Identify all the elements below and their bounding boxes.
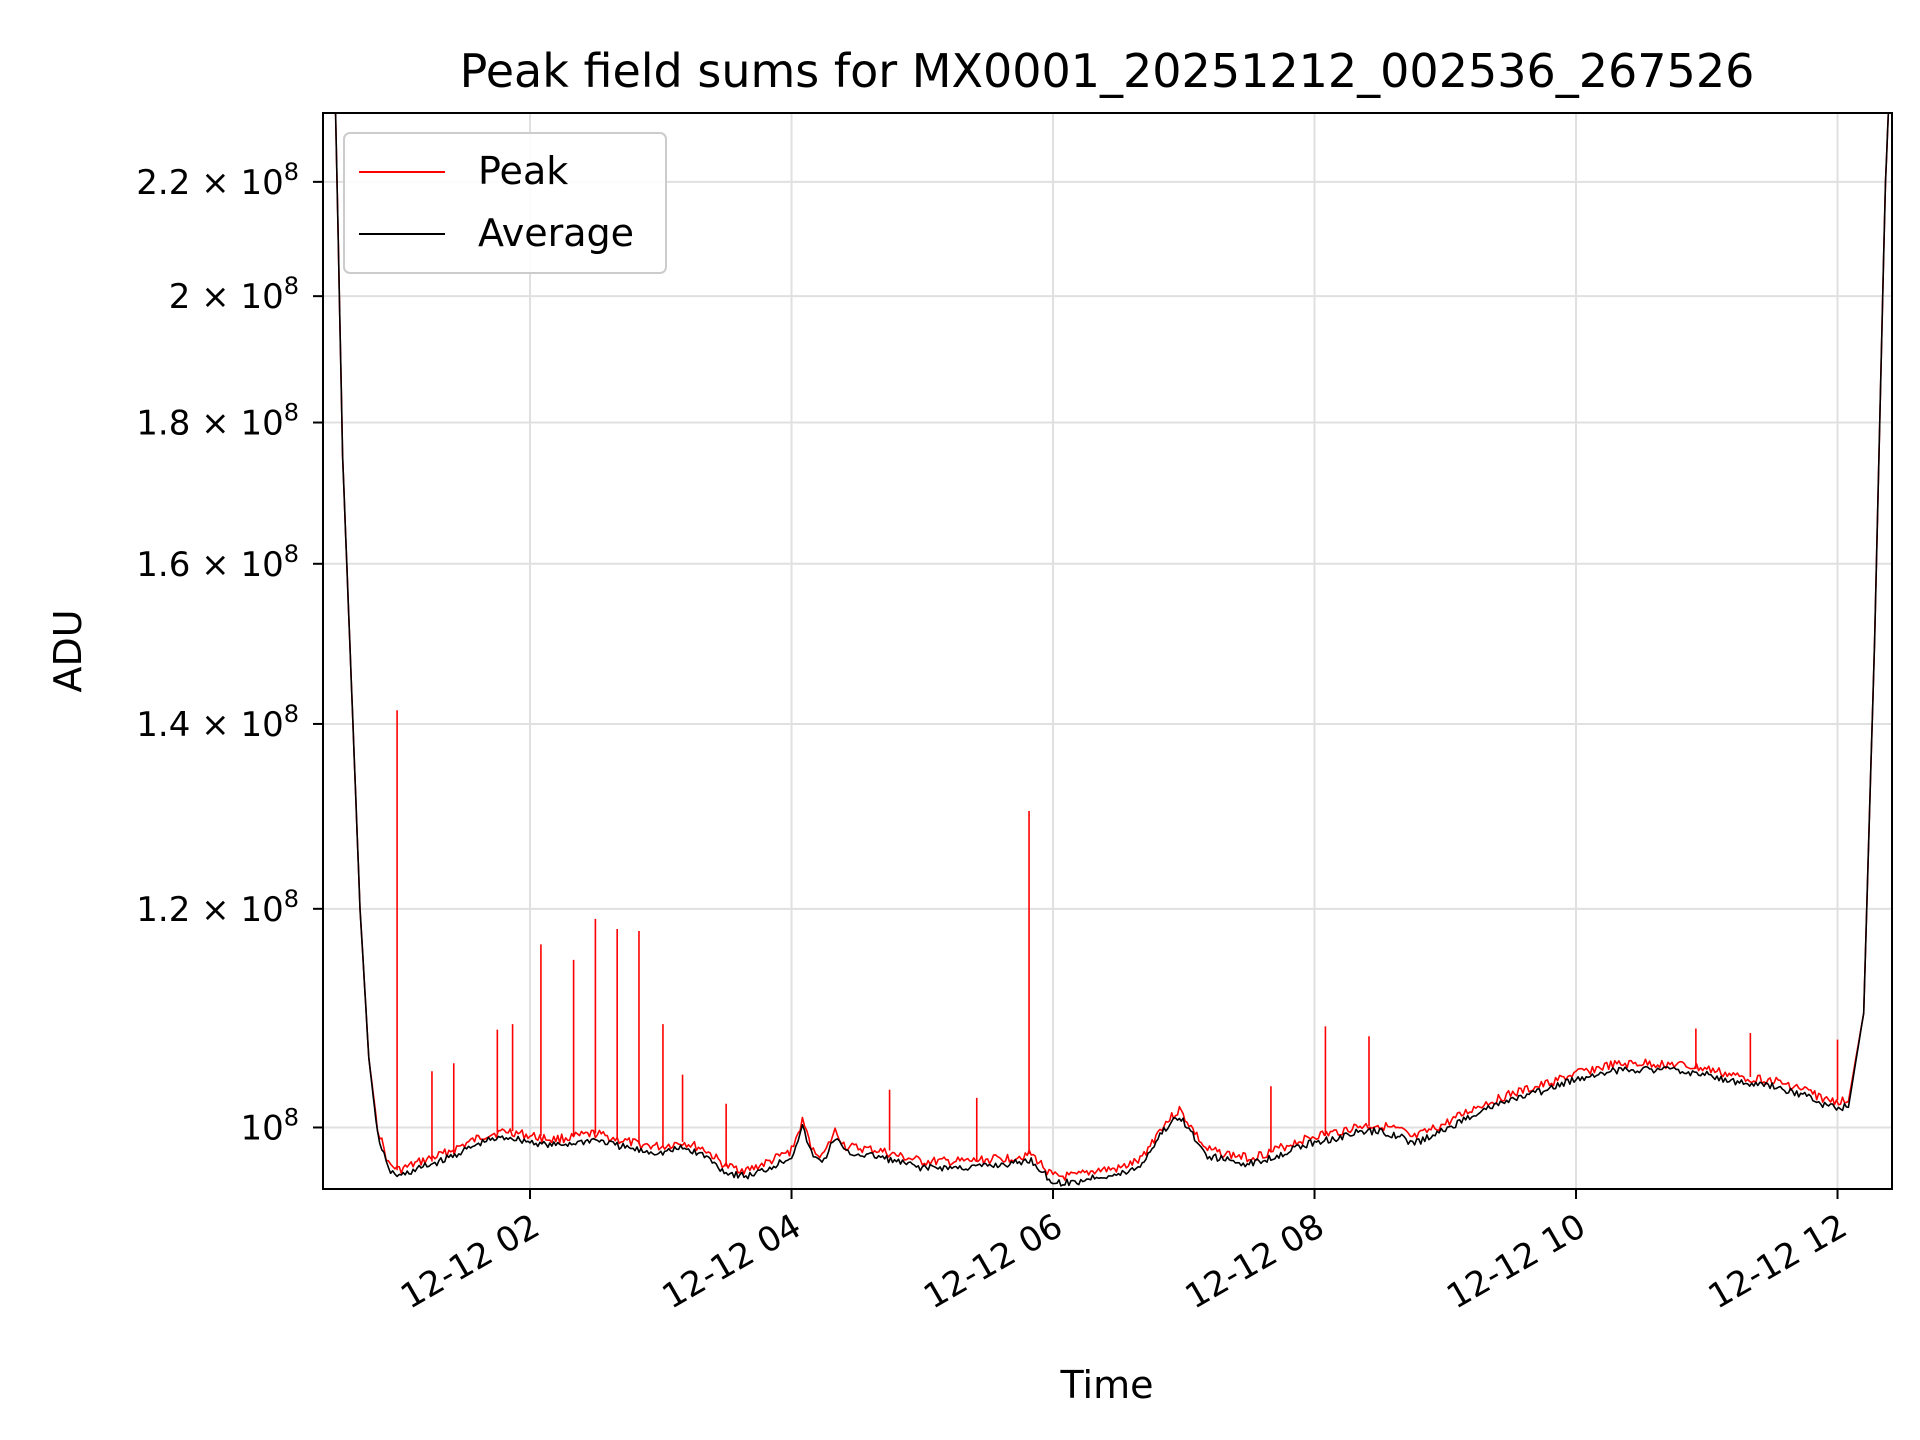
x-axis-label: Time (1060, 1363, 1154, 1407)
plot-area (334, 113, 1890, 1187)
y-tick-label: 2.2 × 108 (136, 158, 299, 203)
series-line-peak (334, 113, 1890, 1181)
legend-label-peak: Peak (478, 149, 568, 193)
y-tick-label: 108 (240, 1103, 299, 1148)
series-line-average (334, 113, 1890, 1187)
legend-box (343, 132, 667, 274)
y-tick-label: 1.8 × 108 (136, 399, 299, 444)
series-layer (334, 113, 1890, 1187)
y-tick-label: 1.2 × 108 (136, 885, 299, 930)
y-tick-label: 1.6 × 108 (136, 540, 299, 585)
y-tick-label: 1.4 × 108 (136, 700, 299, 745)
grid-lines (323, 113, 1892, 1189)
legend: Peak Average (343, 132, 667, 274)
y-axis-ticks: 108 1.2 × 108 1.4 × 108 1.6 × 108 1.8 × 108 2… (136, 158, 323, 1148)
y-axis-label: ADU (46, 609, 90, 692)
chart-title: Peak field sums for MX0001_20251212_0025… (460, 44, 1755, 98)
legend-label-average: Average (478, 211, 634, 255)
y-tick-label: 2 × 108 (169, 272, 299, 317)
axes-frame (322, 112, 1893, 1190)
